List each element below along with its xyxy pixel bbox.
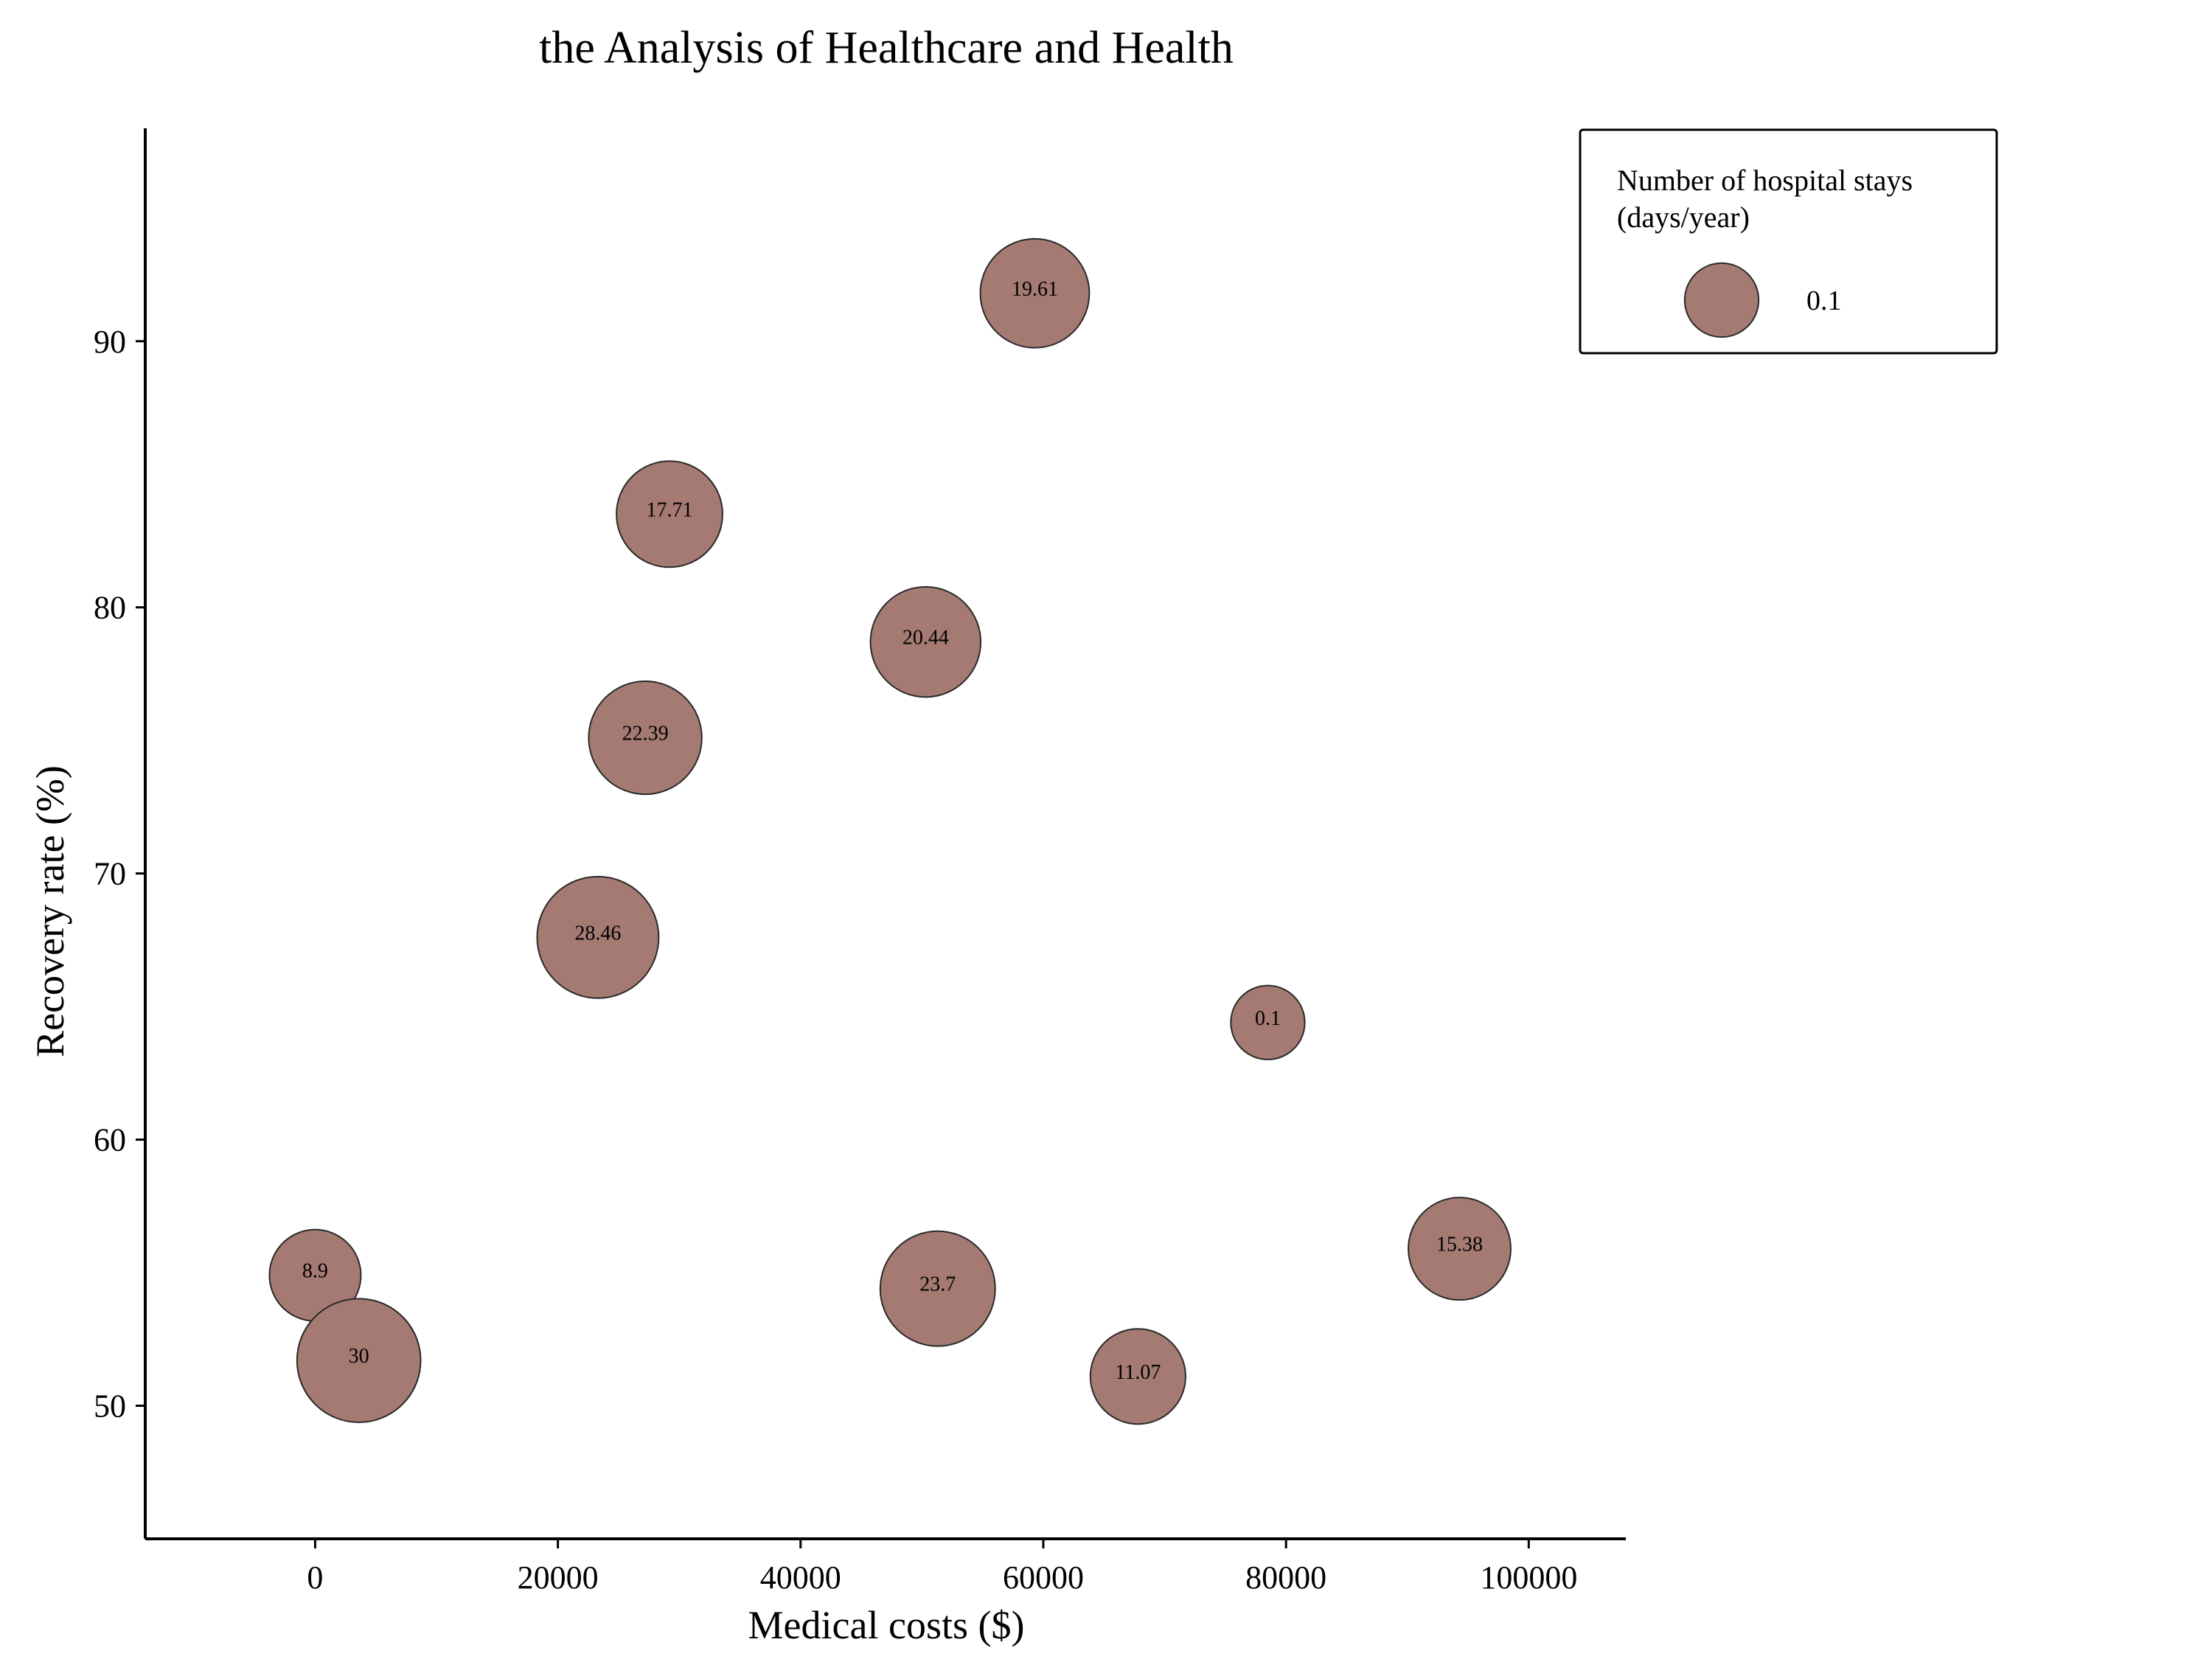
x-tick-label: 80000 bbox=[1245, 1559, 1326, 1596]
bubbles-group: 19.61 17.71 20.44 22.39 28.46 0.1 8.9 30 23.7 11.… bbox=[268, 237, 1512, 1425]
bubble bbox=[536, 875, 660, 999]
y-tick-label: 50 bbox=[94, 1388, 126, 1425]
bubble-label: 8.9 bbox=[302, 1260, 328, 1283]
legend-entry-label: 0.1 bbox=[1806, 285, 1842, 316]
bubble-label: 23.7 bbox=[919, 1273, 956, 1296]
bubble bbox=[588, 680, 703, 796]
bubble-label: 28.46 bbox=[574, 922, 621, 945]
x-axis-label: Medical costs ($) bbox=[748, 1603, 1025, 1647]
y-tick-label: 70 bbox=[94, 856, 126, 892]
x-tick-label: 20000 bbox=[518, 1559, 599, 1596]
bubble bbox=[296, 1298, 422, 1424]
x-tick-label: 40000 bbox=[760, 1559, 841, 1596]
bubble bbox=[869, 585, 982, 698]
x-tick-label: 0 bbox=[307, 1559, 323, 1596]
bubble bbox=[616, 460, 723, 568]
bubble-label: 15.38 bbox=[1436, 1234, 1483, 1256]
bubble bbox=[979, 237, 1091, 349]
legend-marker bbox=[1683, 262, 1760, 338]
legend-title-line-2: (days/year) bbox=[1617, 201, 1750, 234]
bubble bbox=[879, 1230, 996, 1347]
bubble bbox=[1408, 1197, 1512, 1301]
bubble-label: 19.61 bbox=[1012, 278, 1058, 301]
legend-title-line-1: Number of hospital stays bbox=[1617, 164, 1913, 197]
x-tick-label: 60000 bbox=[1003, 1559, 1084, 1596]
bubble-label: 17.71 bbox=[647, 498, 693, 521]
bubble bbox=[1230, 984, 1306, 1060]
bubble-label: 20.44 bbox=[902, 627, 949, 650]
y-tick-label: 90 bbox=[94, 324, 126, 360]
bubble-label: 11.07 bbox=[1115, 1361, 1161, 1384]
x-tick-label: 100000 bbox=[1480, 1559, 1577, 1596]
bubble-label: 22.39 bbox=[622, 723, 669, 745]
bubble bbox=[1089, 1328, 1186, 1425]
y-axis-label: Recovery rate (%) bbox=[28, 765, 72, 1057]
chart-title: the Analysis of Healthcare and Health bbox=[539, 23, 1234, 73]
bubble-label: 0.1 bbox=[1255, 1007, 1281, 1030]
y-tick-label: 80 bbox=[94, 590, 126, 626]
axes: 0 20000 40000 60000 80000 100000 50 60 70 80 90 bbox=[94, 128, 1626, 1596]
legend: Number of hospital stays (days/year) 0.1 bbox=[1579, 128, 1998, 355]
bubble-label: 30 bbox=[349, 1345, 369, 1368]
y-tick-label: 60 bbox=[94, 1122, 126, 1158]
legend-entries: 0.1 bbox=[1683, 262, 1842, 338]
